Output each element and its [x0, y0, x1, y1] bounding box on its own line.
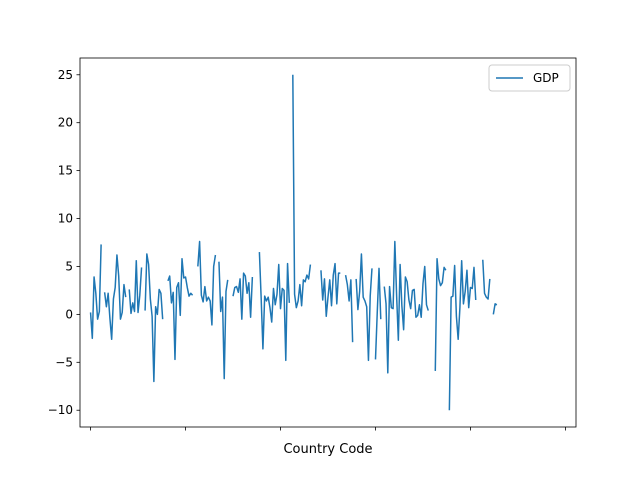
legend: GDP	[488, 64, 571, 92]
x-axis	[90, 427, 566, 431]
y-tick-label: 25	[58, 68, 73, 82]
y-tick-label: 0	[65, 307, 73, 321]
plot-frame	[79, 57, 577, 428]
x-axis-label: Country Code	[283, 442, 372, 457]
series-line-gdp	[89, 74, 498, 411]
legend-label-gdp: GDP	[533, 71, 559, 85]
y-tick-label: −5	[55, 355, 73, 369]
y-tick-label: 10	[58, 212, 73, 226]
y-tick-label: 20	[58, 116, 73, 130]
y-tick-label: 15	[58, 164, 73, 178]
series-layer	[89, 74, 498, 411]
legend-box	[488, 64, 571, 92]
y-axis: −10 −5 0 5 10 15 20 25	[48, 68, 80, 417]
y-tick-label: 5	[65, 259, 73, 273]
y-tick-label: −10	[48, 403, 73, 417]
